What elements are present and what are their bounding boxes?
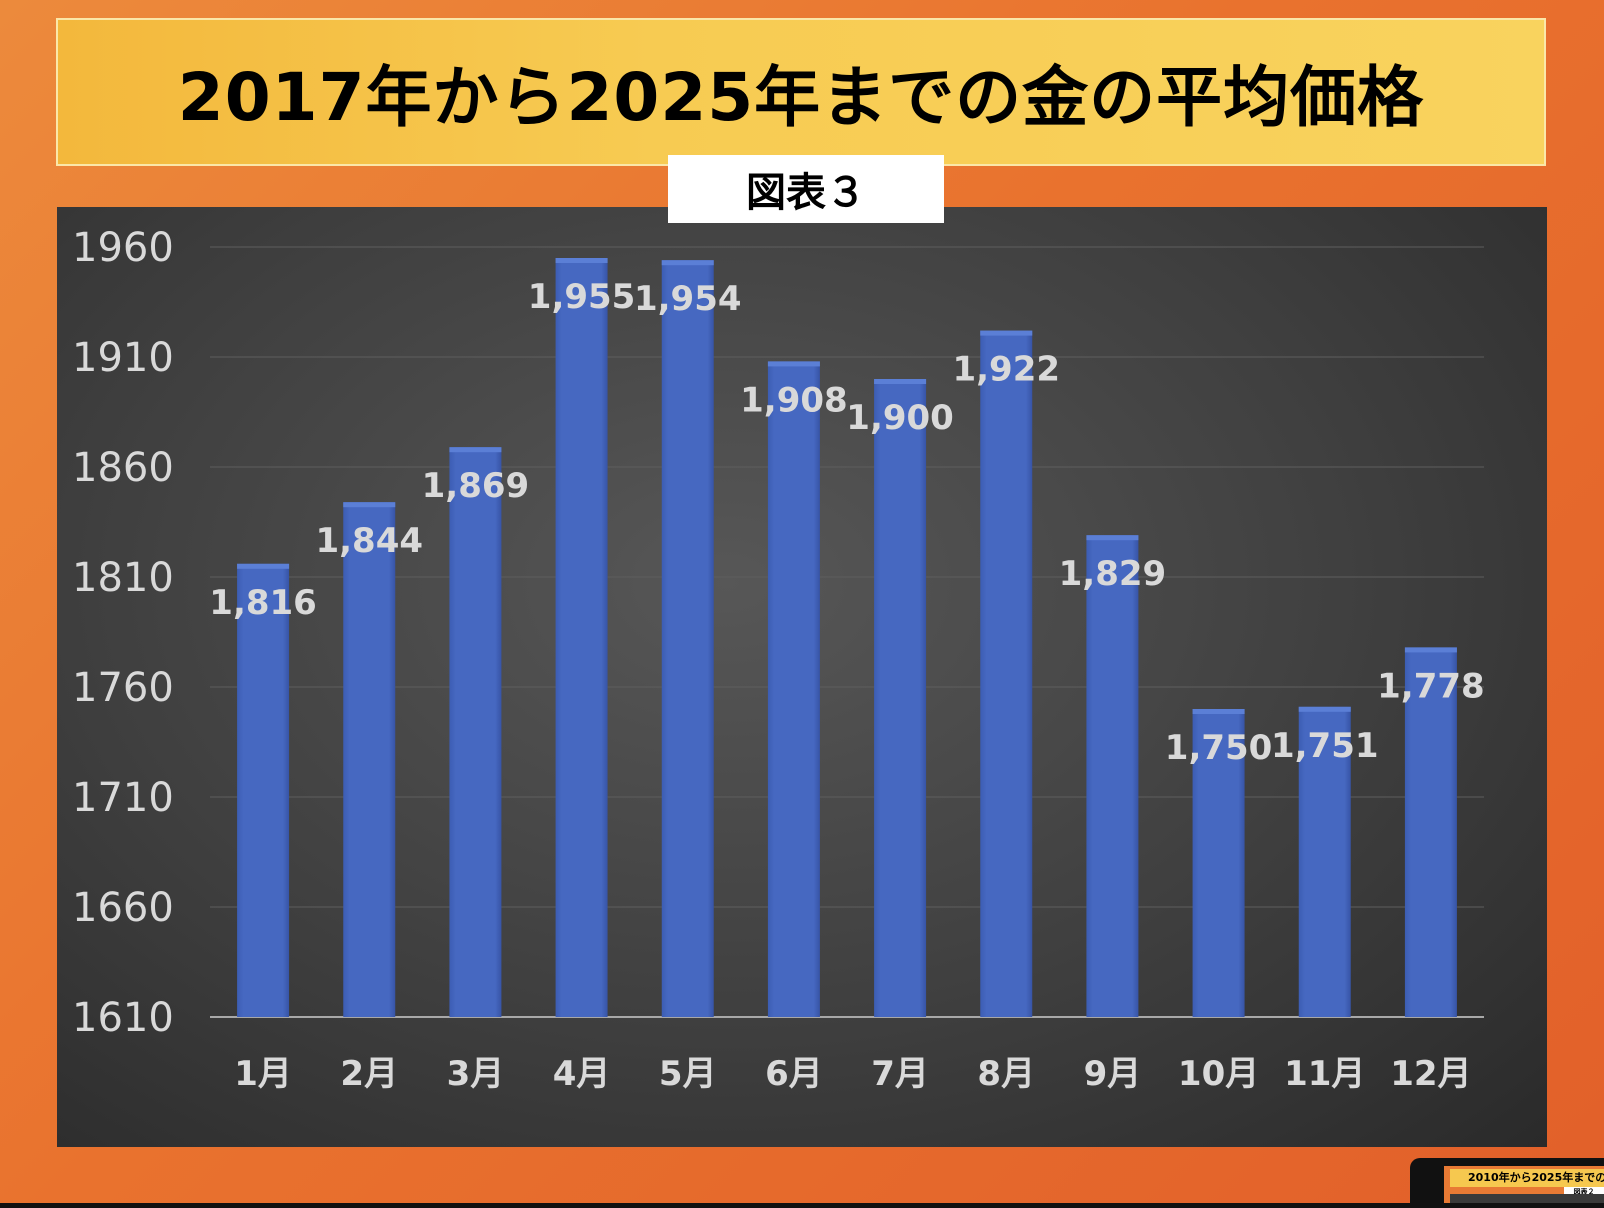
y-tick-label: 1710 xyxy=(72,775,174,821)
x-tick-label: 7月 xyxy=(871,1054,929,1094)
bar-top-bevel xyxy=(1192,709,1245,714)
bar xyxy=(1192,709,1245,1017)
y-tick-label: 1610 xyxy=(72,995,174,1041)
y-tick-label: 1860 xyxy=(72,445,174,491)
bar xyxy=(874,379,927,1017)
bar-top-bevel xyxy=(980,330,1033,336)
x-tick-label: 2月 xyxy=(340,1054,398,1094)
bar xyxy=(1404,647,1457,1017)
bar-top-bevel xyxy=(1298,706,1351,712)
bar xyxy=(555,258,608,1017)
y-tick-label: 1910 xyxy=(72,335,174,381)
bar xyxy=(343,502,396,1017)
x-tick-label: 8月 xyxy=(977,1054,1035,1094)
bar xyxy=(980,330,1033,1018)
data-label: 1,954 xyxy=(634,279,742,319)
bar xyxy=(661,260,714,1017)
bar xyxy=(767,361,820,1017)
bar xyxy=(1298,706,1351,1017)
x-tick-label: 5月 xyxy=(659,1054,717,1094)
data-label: 1,908 xyxy=(740,380,848,420)
data-label: 1,922 xyxy=(952,350,1060,390)
y-tick-label: 1660 xyxy=(72,885,174,931)
y-tick-label: 1810 xyxy=(72,555,174,601)
bar-top-bevel xyxy=(661,260,714,266)
bar-top-bevel xyxy=(767,361,820,367)
bar-top-bevel xyxy=(874,379,927,384)
bar-top-bevel xyxy=(1404,647,1457,653)
chart-panel: 1610 1660 1710 1760 1810 1860 1910 1960 1,816 1月 1… xyxy=(57,207,1547,1147)
slide-thumbnail[interactable]: 2010年から2025年までの金 図表２ xyxy=(1410,1158,1604,1208)
data-label: 1,900 xyxy=(846,398,954,438)
bar xyxy=(237,563,290,1017)
x-tick-label: 4月 xyxy=(553,1054,611,1094)
data-label: 1,778 xyxy=(1377,666,1485,706)
thumbnail-slide: 2010年から2025年までの金 図表２ xyxy=(1444,1166,1604,1208)
thumbnail-figure-label: 図表２ xyxy=(1564,1187,1604,1197)
bar xyxy=(449,447,502,1017)
x-tick-label: 11月 xyxy=(1284,1054,1365,1094)
bar-chart: 1610 1660 1710 1760 1810 1860 1910 1960 1,816 1月 1… xyxy=(72,225,1485,1094)
bar-top-bevel xyxy=(237,563,290,569)
data-label: 1,869 xyxy=(422,466,530,506)
x-tick-label: 1月 xyxy=(234,1054,292,1094)
x-tick-label: 12月 xyxy=(1390,1054,1471,1094)
data-label: 1,750 xyxy=(1165,728,1273,768)
bottom-edge xyxy=(0,1203,1604,1208)
chart-title: 2017年から2025年までの金の平均価格 xyxy=(177,59,1425,136)
x-tick-label: 10月 xyxy=(1178,1054,1259,1094)
title-banner: 2017年から2025年までの金の平均価格 xyxy=(56,18,1546,166)
bar-top-bevel xyxy=(1086,535,1139,541)
data-label: 1,844 xyxy=(315,521,423,561)
data-label: 1,816 xyxy=(209,583,317,623)
data-label: 1,829 xyxy=(1059,554,1167,594)
thumbnail-title: 2010年から2025年までの金 xyxy=(1450,1169,1604,1187)
data-label: 1,955 xyxy=(528,277,636,317)
bar-top-bevel xyxy=(449,447,502,453)
y-tick-label: 1760 xyxy=(72,665,174,711)
bar xyxy=(1086,535,1139,1017)
bar-top-bevel xyxy=(343,502,396,508)
data-label: 1,751 xyxy=(1271,726,1379,766)
figure-label: 図表３ xyxy=(668,155,944,223)
x-tick-label: 9月 xyxy=(1084,1054,1142,1094)
y-tick-label: 1960 xyxy=(72,225,174,271)
figure-label-text: 図表３ xyxy=(746,170,866,216)
x-tick-label: 6月 xyxy=(765,1054,823,1094)
bar-top-bevel xyxy=(555,258,608,263)
x-tick-label: 3月 xyxy=(447,1054,505,1094)
